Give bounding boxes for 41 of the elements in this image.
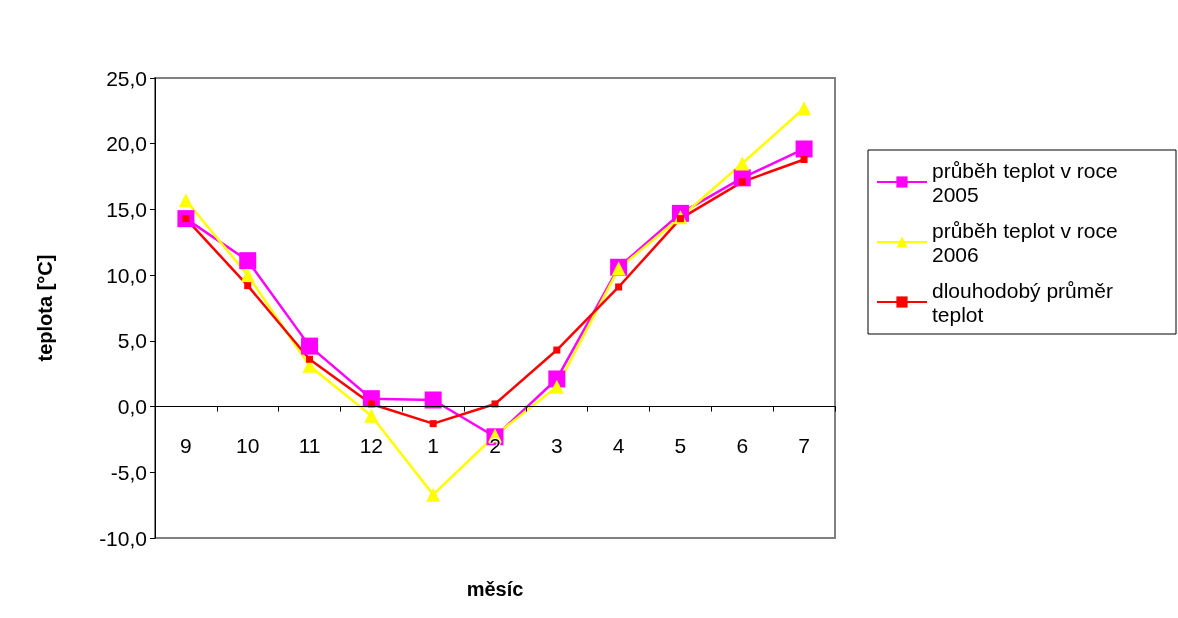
point [797,101,812,116]
point [548,370,566,388]
point [178,193,193,208]
x-tick-label: 6 [736,433,749,457]
y-tick-label: 20,0 [106,132,147,156]
point [800,155,808,163]
y-tick-label: 0,0 [117,395,147,419]
x-tick-label: 7 [798,433,810,457]
point [549,379,564,394]
x-tick-label: 1 [427,433,440,457]
point [239,252,257,270]
y-tick-label: 25,0 [106,66,147,90]
x-tick-label: 9 [180,433,192,457]
point [615,283,623,291]
legend-label: průběh teplot v roce 2005 [932,158,1124,206]
x-tick-label: 4 [612,433,625,457]
y-axis-title: teplota [°C] [34,254,56,362]
y-tick-label: 15,0 [106,197,147,221]
point [306,355,314,363]
y-tick-label: -10,0 [99,526,147,550]
x-tick-label: 5 [674,433,687,457]
point [429,420,437,428]
x-tick-label: 11 [298,433,321,457]
point [735,156,750,171]
x-tick-label: 12 [359,433,384,457]
point [795,140,813,158]
point [240,268,255,283]
point [424,391,442,409]
point [301,337,319,355]
point [553,346,561,354]
point [426,487,441,502]
point [364,408,379,423]
legend-label: průběh teplot v roce 2006 [932,218,1124,266]
y-tick-label: 5,0 [117,329,147,353]
y-tick-label: 10,0 [106,263,147,287]
x-axis-title: měsíc [466,577,524,600]
x-tick-label: 3 [550,433,563,457]
y-tick-label: -5,0 [110,460,147,484]
x-tick-label: 10 [236,433,260,457]
legend-label: dlouhodobý průměr teplot [932,278,1119,326]
point [244,282,252,290]
